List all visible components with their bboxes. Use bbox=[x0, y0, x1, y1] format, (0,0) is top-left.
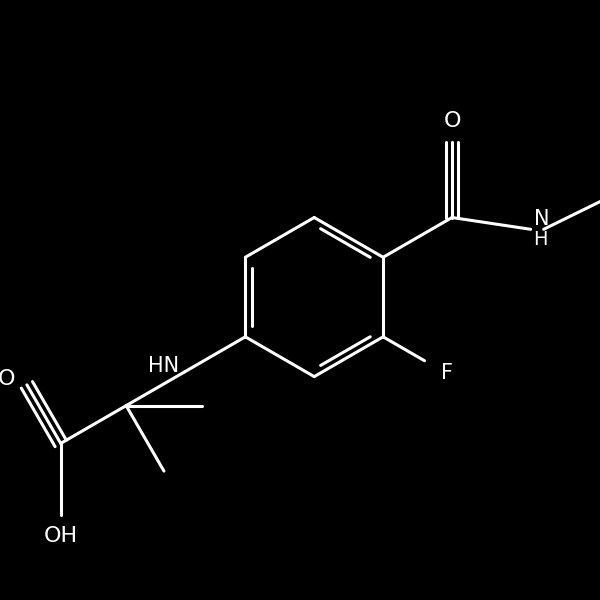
Text: OH: OH bbox=[44, 526, 78, 545]
Text: F: F bbox=[440, 362, 452, 383]
Text: N: N bbox=[533, 209, 549, 229]
Text: H: H bbox=[533, 230, 548, 250]
Text: O: O bbox=[0, 369, 15, 389]
Text: O: O bbox=[443, 112, 461, 131]
Text: HN: HN bbox=[148, 356, 179, 376]
